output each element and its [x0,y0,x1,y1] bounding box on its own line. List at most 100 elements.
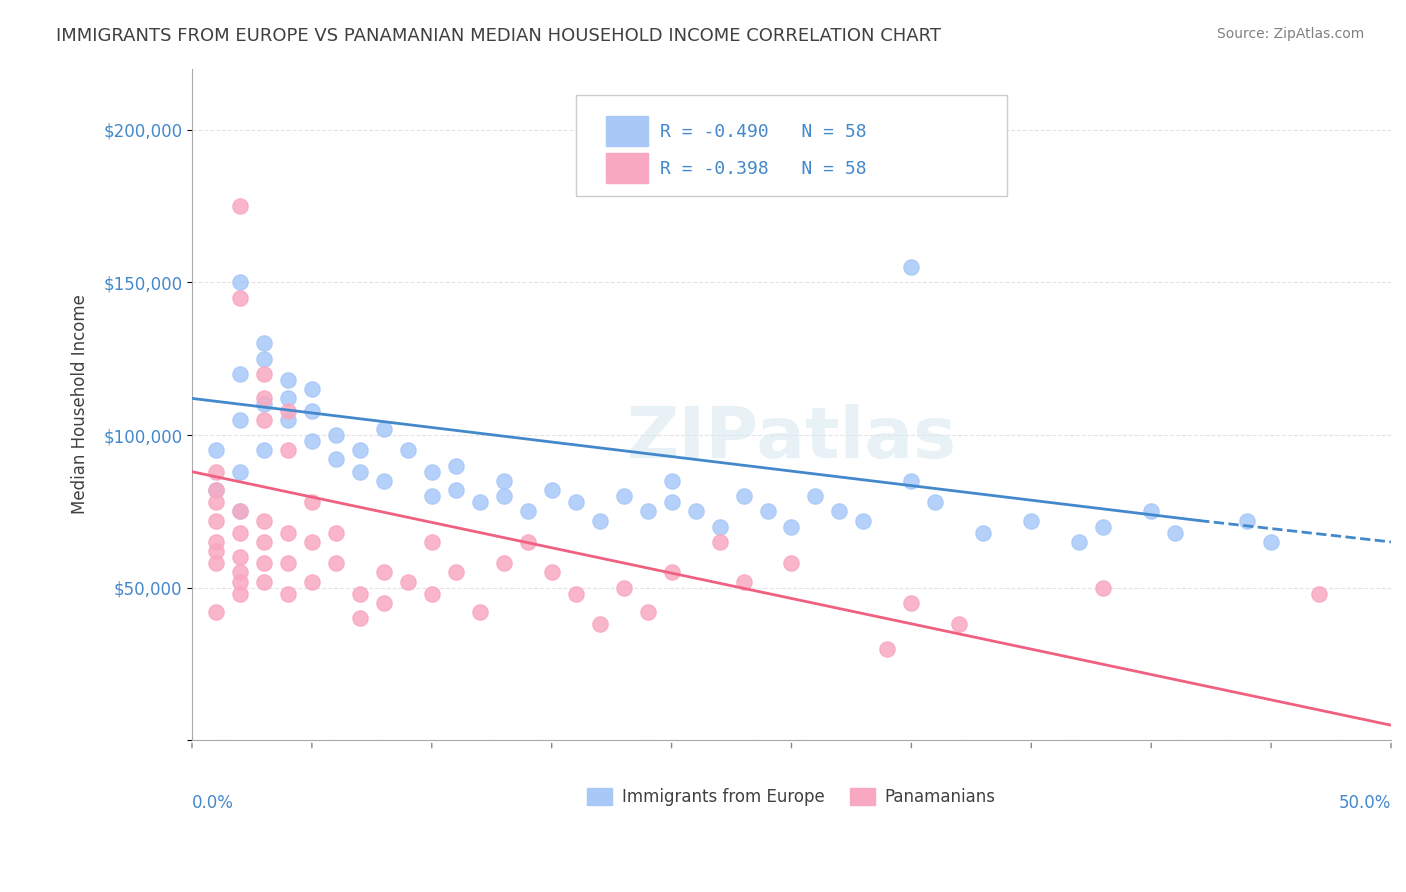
Point [325,525,347,540]
Point [420,587,443,601]
Point [301,382,323,396]
Point [637,504,659,518]
Point [733,489,755,503]
Point [396,574,419,589]
Point [661,566,683,580]
Point [1140,504,1163,518]
Point [205,483,228,497]
Text: ZIPatlas: ZIPatlas [627,403,956,473]
Point [1236,514,1258,528]
Point [229,413,252,427]
Point [661,495,683,509]
Point [253,367,276,381]
Point [325,557,347,571]
Point [900,260,922,274]
Point [349,465,371,479]
Point [277,443,299,458]
Point [229,504,252,518]
Point [468,495,491,509]
Point [205,557,228,571]
Point [444,566,467,580]
Point [301,434,323,449]
Point [205,443,228,458]
Point [253,535,276,549]
Point [900,596,922,610]
Point [229,367,252,381]
Text: R = -0.398   N = 58: R = -0.398 N = 58 [659,161,866,178]
Point [277,413,299,427]
Point [325,452,347,467]
Point [253,336,276,351]
Point [972,525,994,540]
Point [637,605,659,619]
Point [492,474,515,488]
Point [229,566,252,580]
Point [229,550,252,565]
FancyBboxPatch shape [606,153,648,183]
Point [396,443,419,458]
Point [492,489,515,503]
Point [253,413,276,427]
Point [205,483,228,497]
Point [564,495,586,509]
Point [373,566,395,580]
Text: R = -0.490   N = 58: R = -0.490 N = 58 [659,123,866,141]
Point [709,519,731,533]
Point [1069,535,1091,549]
Point [516,504,538,518]
Point [277,403,299,417]
Point [1164,525,1187,540]
Point [253,574,276,589]
Point [253,351,276,366]
Point [277,525,299,540]
Point [205,544,228,558]
Point [205,535,228,549]
Point [373,474,395,488]
Point [1092,519,1115,533]
Point [205,495,228,509]
Point [277,557,299,571]
Point [277,373,299,387]
Point [588,514,610,528]
Point [253,557,276,571]
Point [709,535,731,549]
Point [588,617,610,632]
Point [229,504,252,518]
Point [229,291,252,305]
Point [948,617,970,632]
Point [852,514,875,528]
Text: 50.0%: 50.0% [1339,794,1391,813]
Point [253,443,276,458]
Point [468,605,491,619]
Point [1308,587,1330,601]
Point [733,574,755,589]
Point [924,495,946,509]
Legend: Immigrants from Europe, Panamanians: Immigrants from Europe, Panamanians [581,781,1002,813]
Point [349,611,371,625]
Point [373,422,395,436]
Point [876,641,898,656]
Point [828,504,851,518]
Point [444,483,467,497]
Point [277,392,299,406]
Point [301,574,323,589]
Point [564,587,586,601]
Point [325,428,347,442]
Point [780,519,803,533]
Text: 0.0%: 0.0% [193,794,233,813]
Point [756,504,779,518]
Point [205,605,228,619]
Point [613,581,636,595]
Point [229,587,252,601]
Point [420,489,443,503]
Point [253,397,276,411]
Point [420,465,443,479]
Point [349,443,371,458]
Point [229,465,252,479]
Text: IMMIGRANTS FROM EUROPE VS PANAMANIAN MEDIAN HOUSEHOLD INCOME CORRELATION CHART: IMMIGRANTS FROM EUROPE VS PANAMANIAN MED… [56,27,941,45]
Point [277,587,299,601]
Point [205,465,228,479]
Point [804,489,827,503]
Point [253,392,276,406]
Point [373,596,395,610]
